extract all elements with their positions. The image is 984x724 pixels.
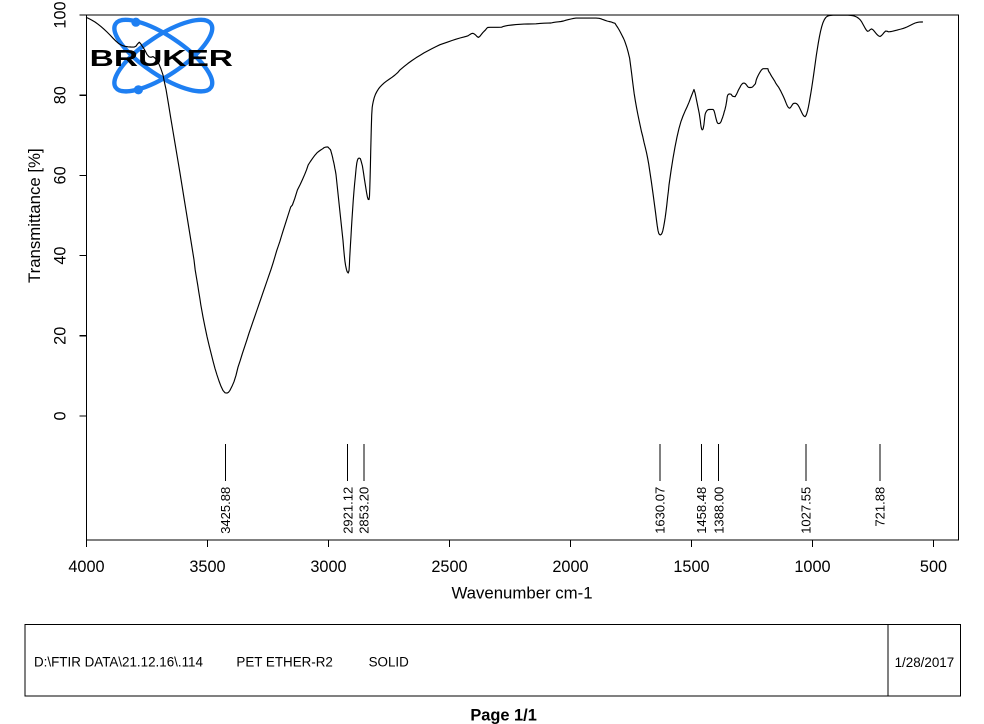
svg-text:Wavenumber cm-1: Wavenumber cm-1 (451, 584, 592, 603)
svg-text:D:\FTIR DATA\21.12.16\.114: D:\FTIR DATA\21.12.16\.114 (34, 655, 203, 670)
svg-text:2000: 2000 (552, 558, 588, 576)
svg-text:0: 0 (51, 411, 69, 420)
svg-text:500: 500 (920, 558, 947, 576)
svg-text:Transmittance [%]: Transmittance [%] (25, 148, 44, 283)
svg-text:2500: 2500 (431, 558, 467, 576)
svg-text:4000: 4000 (68, 558, 104, 576)
svg-text:2921.12: 2921.12 (340, 487, 355, 534)
svg-text:1/28/2017: 1/28/2017 (895, 655, 955, 670)
svg-text:1630.07: 1630.07 (653, 487, 668, 534)
svg-text:3500: 3500 (189, 558, 225, 576)
svg-text:PET ETHER-R2: PET ETHER-R2 (236, 655, 332, 670)
svg-text:2853.20: 2853.20 (357, 487, 372, 534)
svg-text:1027.55: 1027.55 (799, 487, 814, 534)
svg-text:1458.48: 1458.48 (694, 487, 709, 534)
svg-text:80: 80 (51, 86, 69, 104)
svg-text:100: 100 (51, 1, 69, 28)
svg-text:40: 40 (51, 247, 69, 265)
svg-text:SOLID: SOLID (369, 655, 410, 670)
svg-text:1388.00: 1388.00 (711, 487, 726, 534)
svg-text:1000: 1000 (794, 558, 830, 576)
svg-text:BRUKER: BRUKER (90, 45, 234, 71)
svg-text:60: 60 (51, 166, 69, 184)
svg-text:721.88: 721.88 (873, 487, 888, 527)
svg-text:3425.88: 3425.88 (218, 487, 233, 534)
svg-text:1500: 1500 (673, 558, 709, 576)
svg-text:3000: 3000 (310, 558, 346, 576)
svg-text:Page 1/1: Page 1/1 (470, 706, 537, 724)
svg-text:20: 20 (51, 327, 69, 345)
